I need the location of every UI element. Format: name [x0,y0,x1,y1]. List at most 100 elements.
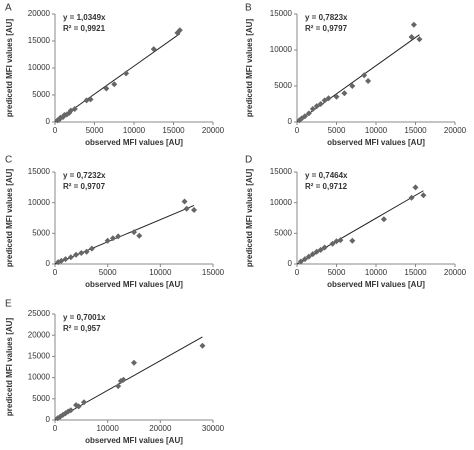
y-tick-label: 15000 [270,167,293,176]
y-tick-label: 0 [46,117,51,126]
data-point [337,237,344,244]
data-point [325,95,332,102]
data-point [80,399,87,406]
data-point [317,101,324,107]
panel: A 0 5000 10000 15000 20000 0 5000 10000 15000 2000… [5,3,225,147]
data-point [115,233,122,240]
data-point [120,376,127,383]
data-point [305,253,312,260]
r-squared: R² = 0,9921 [63,24,106,33]
data-point [104,237,111,244]
data-point [62,256,69,263]
y-tick-label: 5000 [274,228,292,237]
data-point [349,83,356,89]
data-point [183,205,190,212]
data-point [87,96,94,103]
equation-box [59,312,117,336]
data-point [71,106,78,113]
data-point [123,70,130,77]
x-tick-label: 5000 [328,268,346,277]
data-point [88,245,95,252]
equation-box [59,12,117,36]
y-tick-label: 5000 [32,394,50,403]
x-tick-label: 10000 [97,424,120,433]
data-point [131,359,137,366]
y-tick-label: 5000 [274,81,292,90]
y-tick-label: 25000 [28,309,51,318]
y-tick-label: 15000 [28,36,51,45]
x-tick-label: 15000 [404,126,427,135]
y-tick-label: 5000 [32,90,50,99]
data-point [297,258,304,265]
x-tick-label: 30000 [202,424,225,433]
x-tick-label: 20000 [202,126,225,135]
panel-label: D [245,155,252,166]
data-point [416,36,423,43]
panel: C 0 5000 10000 15000 0 5000 10000 15000 observed … [5,155,225,289]
x-tick-label: 10000 [149,268,172,277]
data-point [75,403,82,410]
panel: B 0 5000 10000 15000 0 5000 10000 15000 20000 obse… [245,3,467,147]
data-point [301,113,308,120]
x-tick-label: 15000 [404,268,427,277]
x-tick-label: 15000 [162,126,185,135]
trendline-equation: y = 0,7232x [63,171,106,180]
y-tick-label: 10000 [270,198,293,207]
data-point [317,246,324,253]
x-tick-label: 5000 [328,126,346,135]
data-point [410,21,417,28]
data-point [174,29,181,36]
panel-label: A [5,3,12,14]
equation-box [59,170,117,194]
data-point [309,251,316,258]
x-tick-label: 0 [53,424,58,433]
y-tick-label: 0 [288,117,293,126]
x-axis-label: observed MFI values [AU] [327,280,425,289]
data-point [305,110,312,117]
x-axis-label: observed MFI values [AU] [85,280,183,289]
data-point [58,257,65,264]
data-point [408,194,415,201]
data-point [73,251,80,258]
y-tick-label: 0 [46,259,51,268]
data-point [115,383,122,390]
data-point [361,72,368,79]
data-point [131,229,137,236]
panel-label: B [245,3,252,14]
data-point [67,254,74,261]
data-point [181,198,188,205]
data-point [341,90,348,97]
x-axis-label: observed MFI values [AU] [85,436,183,445]
x-tick-label: 10000 [365,268,388,277]
x-axis-label: observed MFI values [AU] [85,138,183,147]
y-tick-label: 15000 [28,352,51,361]
x-tick-label: 0 [53,126,58,135]
data-point [313,103,320,110]
x-tick-label: 20000 [444,126,467,135]
x-tick-label: 20000 [444,268,467,277]
trendline-equation: y = 1,0349x [63,13,106,22]
r-squared: R² = 0,9712 [305,182,348,191]
data-point [103,85,110,92]
x-tick-label: 20000 [149,424,172,433]
y-axis-label: predicetd MFI values [AU] [245,169,254,268]
x-tick-label: 0 [53,268,58,277]
equation-box [301,170,359,194]
data-point [321,244,328,251]
x-tick-label: 5000 [99,268,117,277]
y-tick-label: 20000 [28,330,51,339]
y-tick-label: 10000 [270,45,293,54]
data-point [67,407,74,414]
data-point [380,216,387,223]
data-point [365,77,372,84]
data-point [309,106,316,113]
data-point [111,81,118,88]
data-point [301,256,308,263]
data-point [78,249,85,256]
panel: E 0 5000 10000 15000 20000 25000 0 10000 20000 300… [5,299,225,445]
y-tick-label: 0 [46,415,51,424]
data-point [109,235,116,242]
equation-box [301,12,359,36]
data-point [136,232,143,239]
panel-label: C [5,155,12,166]
